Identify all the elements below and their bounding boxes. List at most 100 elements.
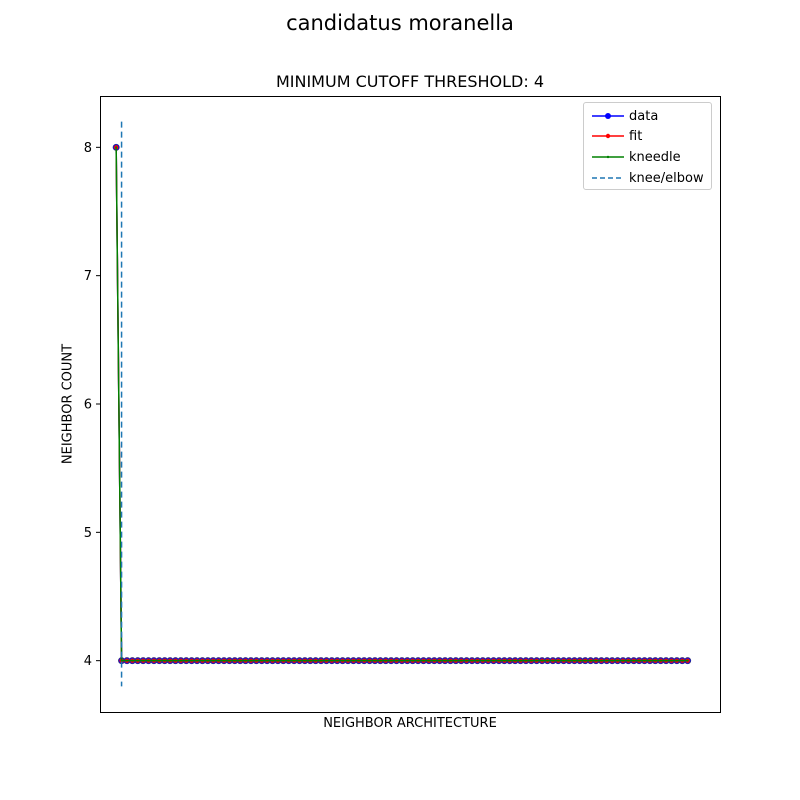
kneedle-point (217, 659, 220, 662)
kneedle-point (309, 659, 312, 662)
kneedle-point (492, 659, 495, 662)
kneedle-point (330, 659, 333, 662)
kneedle-point (508, 659, 511, 662)
figure-title: candidatus moranella (286, 11, 514, 35)
kneedle-point (115, 146, 118, 149)
kneedle-point (282, 659, 285, 662)
kneedle-point (444, 659, 447, 662)
legend-label-knee: knee/elbow (629, 170, 704, 186)
kneedle-point (648, 659, 651, 662)
kneedle-point (427, 659, 430, 662)
kneedle-point (223, 659, 225, 662)
y-tick-label: 7 (84, 269, 92, 284)
kneedle-point (627, 659, 630, 662)
legend-item-kneedle: kneedle (592, 149, 681, 165)
kneedle-point (551, 659, 554, 662)
kneedle-point (190, 659, 193, 662)
kneedle-point (616, 659, 619, 662)
series-kneedle (115, 146, 689, 662)
kneedle-point (244, 659, 247, 662)
data-line (115, 147, 688, 662)
kneedle-point (169, 659, 172, 662)
series-data (112, 143, 692, 665)
kneedle-point (293, 659, 296, 662)
kneedle-point (368, 659, 371, 662)
kneedle-point (568, 659, 571, 662)
y-tick-label: 8 (84, 141, 92, 156)
kneedle-point (519, 659, 522, 662)
kneedle-point (638, 659, 641, 662)
kneedle-line-icon (592, 155, 624, 159)
kneedle-point (621, 659, 624, 662)
legend-item-fit: fit (592, 128, 642, 144)
kneedle-point (212, 659, 215, 662)
kneedle-point (373, 659, 376, 662)
legend-label-kneedle: kneedle (629, 149, 681, 165)
kneedle-point (271, 659, 274, 662)
legend: data fit kneedle knee/elbow (583, 102, 712, 190)
kneedle-point (158, 659, 161, 662)
kneedle-point (239, 659, 242, 662)
kneedle-point (411, 659, 414, 662)
kneedle-point (465, 659, 468, 662)
kneedle-point (611, 659, 614, 662)
y-tick-label: 4 (84, 654, 92, 669)
kneedle-point (384, 659, 387, 662)
kneedle-point (347, 659, 349, 662)
kneedle-point (578, 659, 581, 662)
kneedle-line (115, 147, 688, 662)
kneedle-point (670, 659, 673, 662)
kneedle-point (557, 659, 560, 662)
legend-item-knee: knee/elbow (592, 170, 704, 186)
kneedle-point (595, 659, 597, 662)
kneedle-point (400, 659, 403, 662)
kneedle-point (276, 659, 279, 662)
axes-frame (100, 96, 721, 713)
knee-line-icon (592, 177, 624, 179)
kneedle-point (600, 659, 603, 662)
kneedle-point (438, 659, 441, 662)
kneedle-point (142, 659, 145, 662)
kneedle-point (395, 659, 398, 662)
kneedle-point (298, 659, 301, 662)
y-tick-label: 6 (84, 398, 92, 413)
kneedle-point (530, 659, 533, 662)
kneedle-point (406, 659, 409, 662)
kneedle-point (562, 659, 565, 662)
y-tick-label: 5 (84, 526, 92, 541)
kneedle-point (255, 659, 258, 662)
legend-label-fit: fit (629, 128, 643, 144)
kneedle-point (686, 659, 689, 662)
kneedle-point (341, 659, 344, 662)
kneedle-point (433, 659, 436, 662)
kneedle-point (136, 659, 139, 662)
kneedle-point (632, 659, 635, 662)
kneedle-point (303, 659, 306, 662)
kneedle-point (179, 659, 182, 662)
kneedle-point (454, 659, 457, 662)
kneedle-point (131, 659, 134, 662)
kneedle-point (541, 659, 544, 662)
kneedle-point (503, 659, 506, 662)
kneedle-point (665, 659, 668, 662)
kneedle-point (546, 659, 549, 662)
kneedle-point (314, 659, 317, 662)
kneedle-point (363, 659, 366, 662)
kneedle-point (390, 659, 393, 662)
kneedle-point (573, 659, 576, 662)
kneedle-point (481, 659, 484, 662)
series-layer (112, 121, 692, 687)
series-fit (113, 145, 690, 663)
kneedle-point (174, 659, 177, 662)
kneedle-point (287, 659, 290, 662)
kneedle-point (320, 659, 323, 662)
kneedle-point (206, 659, 209, 662)
chart-title: MINIMUM CUTOFF THRESHOLD: 4 (275, 72, 545, 91)
kneedle-point (643, 659, 646, 662)
data-line-icon (592, 113, 624, 119)
kneedle-point (460, 659, 463, 662)
kneedle-point (514, 659, 517, 662)
kneedle-point (675, 659, 678, 662)
kneedle-point (654, 659, 657, 662)
kneedle-point (605, 659, 608, 662)
